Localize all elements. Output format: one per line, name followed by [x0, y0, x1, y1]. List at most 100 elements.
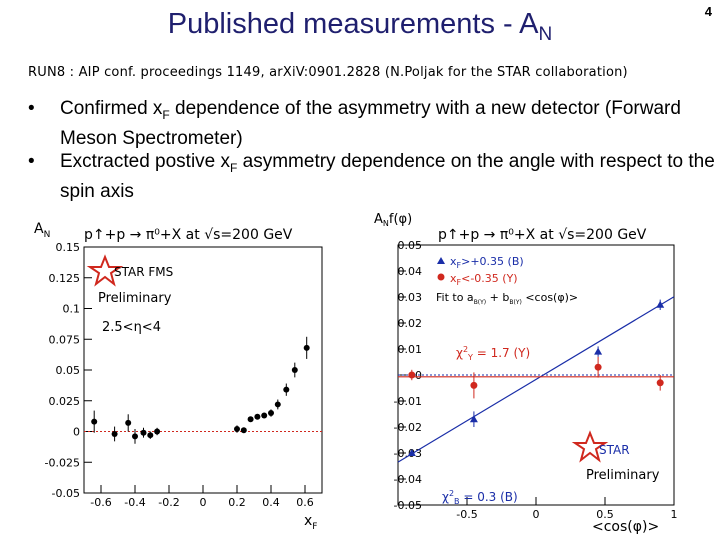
right-fit-line [397, 296, 675, 463]
left-data-point [268, 410, 274, 417]
star-icon [86, 254, 124, 287]
bullet-subscript: F [230, 160, 238, 175]
bullet-item: • Exctracted postive xF asymmetry depende… [28, 150, 718, 203]
right-ytick-label: -0.05 [394, 499, 422, 512]
legend-label-fit: Fit to aB(Y) + bB(Y) <cos(φ)> [436, 291, 578, 306]
bullet-text: asymmetry dependence on the angle with r… [60, 150, 715, 202]
left-data-point [254, 413, 261, 420]
left-data-point [140, 429, 147, 436]
left-xtick-label: -0.2 [158, 496, 179, 509]
bullet-list: • Confirmed xF dependence of the asymmetr… [28, 97, 718, 203]
left-data-point [234, 426, 240, 433]
right-chart-marks [397, 296, 675, 463]
legend-label-b: xF>+0.35 (B) [450, 255, 524, 270]
right-data-point-y [656, 379, 664, 387]
left-annot-eta: 2.5<η<4 [102, 320, 161, 335]
left-xtick-label: -0.4 [124, 496, 145, 509]
left-data-point [125, 419, 132, 426]
right-ytick-label: -0.04 [394, 473, 422, 486]
right-chart-legend: xF>+0.35 (B) xF<-0.35 (Y) Fit to aB(Y) +… [436, 255, 578, 306]
left-data-point [147, 432, 154, 439]
right-ytick-label: 0.05 [398, 239, 423, 252]
legend-label-y: xF<-0.35 (Y) [450, 272, 518, 287]
left-chart-marks [84, 336, 322, 444]
left-data-point [91, 418, 98, 425]
title-subscript: N [538, 23, 553, 45]
left-xtick-label: 0.2 [228, 496, 246, 509]
left-xtick-label: 0 [200, 496, 207, 509]
right-ytick-label: 0.04 [398, 265, 423, 278]
right-ytick-label: -0.02 [394, 421, 422, 434]
right-ytick-label: -0.01 [394, 395, 422, 408]
right-data-point-b [656, 300, 665, 308]
right-chart-svg: 0.05 0.04 0.03 0.02 0.01 0 -0.01 -0.02 -0.03 -0.0… [374, 212, 678, 535]
right-annot-star: STAR [599, 443, 630, 457]
left-xtick-label: 0.4 [262, 496, 280, 509]
left-xtick-label: 0.6 [296, 496, 314, 509]
right-chart-xlabel: <cos(φ)> [592, 519, 659, 535]
left-chart-svg: 0.15 0.125 0.1 0.075 0.05 0.025 0 -0.025 -0.05 -0… [34, 221, 323, 532]
left-ytick-label: 0.075 [49, 333, 81, 346]
right-data-point-b [594, 347, 603, 355]
left-data-point [283, 386, 290, 393]
legend-marker-b [437, 257, 445, 264]
right-chart: 0.05 0.04 0.03 0.02 0.01 0 -0.01 -0.02 -0.03 -0.0… [370, 205, 718, 540]
left-data-point [132, 433, 138, 440]
bullet-subscript: F [162, 107, 170, 122]
left-chart-frame [83, 246, 323, 494]
left-annot-prelim: Preliminary [98, 291, 172, 306]
left-annot-starfms: STAR FMS [114, 265, 173, 279]
bullet-text: Confirmed x [60, 98, 163, 119]
left-data-point [274, 401, 281, 408]
right-ytick-label: -0.03 [394, 447, 422, 460]
bullet-dot-icon: • [28, 150, 35, 172]
bullet-item: • Confirmed xF dependence of the asymmetr… [28, 97, 718, 150]
right-data-point-y [408, 371, 416, 379]
right-data-point-b [407, 449, 416, 456]
right-ytick-label: 0.03 [398, 291, 423, 304]
left-ytick-label: -0.025 [45, 456, 80, 469]
right-ytick-label: 0.01 [398, 343, 423, 356]
right-xtick-label: 0.5 [596, 508, 614, 521]
left-data-point [111, 430, 118, 437]
bullet-dot-icon: • [28, 98, 35, 119]
right-data-point-b [469, 415, 478, 423]
left-data-point [247, 416, 254, 423]
reference-line: RUN8 : AIP conf. proceedings 1149, arXiV… [28, 65, 628, 80]
chi2-b-annot: χ2B = 0.3 (B) [442, 489, 518, 506]
right-chart-axes: 0.05 0.04 0.03 0.02 0.01 0 -0.01 -0.02 -0.03 -0.0… [394, 239, 678, 521]
left-ytick-label: 0.025 [49, 395, 81, 408]
title-main: Published measurements - A [167, 8, 539, 40]
left-data-point [240, 427, 247, 434]
slide-title: Published measurements - AN [0, 8, 720, 46]
left-data-point [303, 344, 310, 351]
left-xtick-label: -0.6 [90, 496, 111, 509]
right-xtick-label: 1 [671, 508, 678, 521]
left-ytick-label: 0.125 [49, 272, 81, 285]
right-annot-prelim: Preliminary [586, 468, 660, 483]
page-number: 4 [704, 4, 712, 19]
star-fms-badge: STAR FMS Preliminary 2.5<η<4 [86, 254, 173, 335]
left-ytick-label: 0 [73, 426, 80, 439]
right-data-point-y [594, 363, 602, 371]
left-chart-axes: 0.15 0.125 0.1 0.075 0.05 0.025 0 -0.025 -0.05 -0… [45, 241, 314, 509]
right-chart-ylabel: ANf(φ) [374, 212, 412, 228]
star-badge: STAR Preliminary [571, 430, 660, 483]
right-ytick-label: 0.02 [398, 317, 423, 330]
bullet-text: Exctracted postive x [60, 150, 231, 172]
bullet-text: dependence of the asymmetry with a new d… [60, 98, 681, 149]
left-data-point [154, 428, 161, 435]
left-ytick-label: -0.05 [52, 487, 80, 500]
left-chart-title: p↑+p → π⁰+X at √s=200 GeV [84, 227, 293, 243]
left-ytick-label: 0.05 [56, 364, 81, 377]
left-ytick-label: 0.1 [63, 303, 81, 316]
chi2-y-annot: χ2Y = 1.7 (Y) [456, 345, 530, 362]
left-chart-ylabel: AN [34, 221, 50, 240]
left-ytick-label: 0.15 [56, 241, 81, 254]
left-data-point [261, 412, 268, 419]
left-chart: 0.15 0.125 0.1 0.075 0.05 0.025 0 -0.025 -0.05 -0… [28, 215, 338, 535]
legend-marker-y [437, 273, 445, 281]
left-data-point [291, 367, 298, 373]
right-data-point-y [470, 381, 478, 389]
left-plot-border [83, 246, 323, 494]
